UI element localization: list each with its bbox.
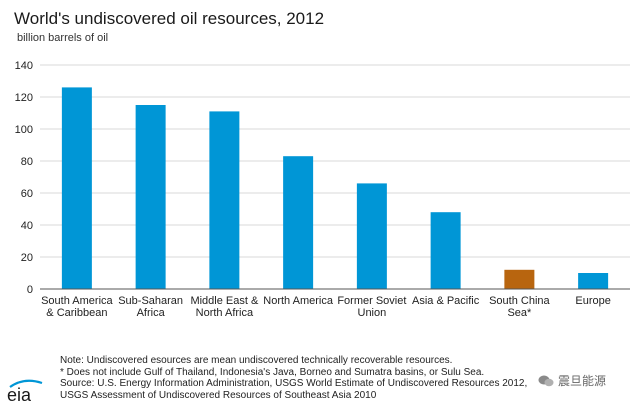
x-tick-label: South America & Caribbean	[41, 295, 113, 319]
bar	[430, 212, 461, 289]
y-tick-label: 40	[21, 220, 33, 232]
footnote-line: Source: U.S. Energy Information Administ…	[60, 378, 528, 389]
bar	[135, 105, 166, 289]
bar	[209, 111, 240, 290]
y-tick-label: 20	[21, 252, 33, 264]
chart-title: World's undiscovered oil resources, 2012	[14, 9, 325, 28]
x-tick-label: Sub-Saharan Africa	[118, 295, 183, 319]
chat-bubble-icon	[538, 375, 554, 386]
x-tick-label: North America	[263, 295, 334, 307]
eia-logo: eia	[7, 379, 43, 405]
footnote-line: USGS Assessment of Undiscovered Resource…	[60, 389, 377, 401]
footnote-line: Note: Undiscovered esources are mean und…	[60, 355, 453, 366]
x-tick-label: South China Sea*	[489, 295, 550, 319]
y-tick-label: 100	[15, 124, 33, 136]
x-tick-label: Middle East & North Africa	[190, 295, 259, 319]
y-tick-label: 80	[21, 156, 33, 168]
footnotes: Note: Undiscovered esources are mean und…	[60, 355, 527, 401]
bar	[356, 183, 387, 289]
bar	[504, 269, 535, 289]
y-tick-label: 120	[15, 92, 33, 104]
x-tick-label: Europe	[575, 295, 610, 307]
watermark: 震旦能源	[538, 372, 606, 389]
y-tick-label: 0	[27, 284, 33, 296]
eia-logo-text: eia	[7, 385, 32, 405]
x-tick-label: Asia & Pacific	[412, 295, 480, 307]
watermark-text: 震旦能源	[558, 374, 607, 388]
y-axis-label: billion barrels of oil	[17, 32, 109, 44]
footnote-line: * Does not include Gulf of Thailand, Ind…	[60, 366, 485, 378]
bar	[61, 87, 92, 290]
x-tick-label: Former Soviet Union	[337, 295, 406, 319]
y-tick-label: 140	[15, 60, 33, 72]
bar	[283, 156, 314, 289]
bar-chart: 0 20 40 60 80 100 120 140 South America & Caribbe…	[15, 60, 630, 319]
y-tick-label: 60	[21, 188, 33, 200]
bar	[578, 273, 609, 289]
